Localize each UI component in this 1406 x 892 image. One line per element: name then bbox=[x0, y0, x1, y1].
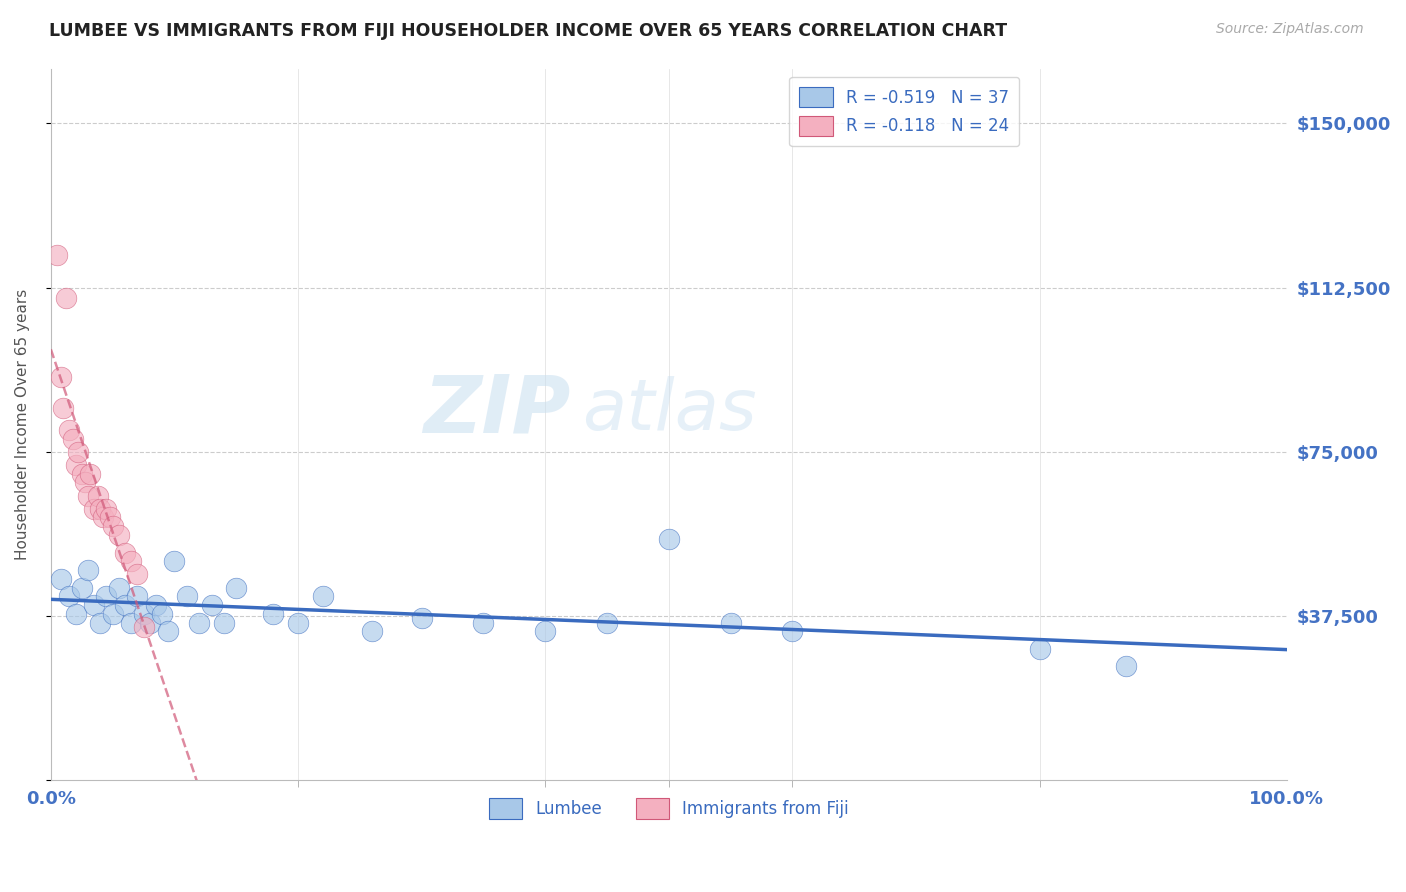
Point bbox=[127, 567, 149, 582]
Point bbox=[55, 292, 77, 306]
Point bbox=[472, 615, 495, 630]
Point bbox=[75, 475, 97, 490]
Point bbox=[145, 598, 167, 612]
Point bbox=[163, 554, 186, 568]
Point bbox=[138, 615, 160, 630]
Point bbox=[212, 615, 235, 630]
Point bbox=[127, 590, 149, 604]
Point bbox=[108, 581, 131, 595]
Point bbox=[62, 432, 84, 446]
Text: ZIP: ZIP bbox=[423, 371, 569, 450]
Point bbox=[150, 607, 173, 621]
Point bbox=[70, 467, 93, 481]
Point bbox=[287, 615, 309, 630]
Point bbox=[114, 598, 136, 612]
Point bbox=[96, 590, 118, 604]
Point bbox=[89, 501, 111, 516]
Point bbox=[262, 607, 284, 621]
Point bbox=[89, 615, 111, 630]
Point bbox=[658, 533, 681, 547]
Point bbox=[101, 519, 124, 533]
Point bbox=[70, 581, 93, 595]
Point bbox=[782, 624, 804, 639]
Point bbox=[132, 620, 155, 634]
Point bbox=[120, 554, 142, 568]
Point bbox=[596, 615, 619, 630]
Point bbox=[132, 607, 155, 621]
Point bbox=[58, 423, 80, 437]
Y-axis label: Householder Income Over 65 years: Householder Income Over 65 years bbox=[15, 289, 30, 560]
Point bbox=[108, 528, 131, 542]
Text: atlas: atlas bbox=[582, 376, 756, 445]
Point bbox=[534, 624, 557, 639]
Point bbox=[120, 615, 142, 630]
Point bbox=[200, 598, 222, 612]
Point bbox=[83, 501, 105, 516]
Point bbox=[98, 510, 121, 524]
Point bbox=[176, 590, 198, 604]
Point bbox=[83, 598, 105, 612]
Point bbox=[96, 501, 118, 516]
Point bbox=[79, 467, 101, 481]
Point bbox=[66, 444, 89, 458]
Point bbox=[49, 572, 72, 586]
Point bbox=[361, 624, 384, 639]
Point bbox=[1028, 641, 1050, 656]
Point bbox=[87, 489, 110, 503]
Text: LUMBEE VS IMMIGRANTS FROM FIJI HOUSEHOLDER INCOME OVER 65 YEARS CORRELATION CHAR: LUMBEE VS IMMIGRANTS FROM FIJI HOUSEHOLD… bbox=[49, 22, 1007, 40]
Point bbox=[312, 590, 335, 604]
Point bbox=[411, 611, 433, 625]
Point bbox=[46, 248, 69, 262]
Point bbox=[101, 607, 124, 621]
Legend: Lumbee, Immigrants from Fiji: Lumbee, Immigrants from Fiji bbox=[482, 792, 856, 825]
Point bbox=[65, 607, 87, 621]
Point bbox=[720, 615, 742, 630]
Point bbox=[77, 563, 100, 577]
Point bbox=[52, 401, 75, 415]
Point bbox=[188, 615, 211, 630]
Point bbox=[225, 581, 247, 595]
Point bbox=[157, 624, 180, 639]
Point bbox=[58, 590, 80, 604]
Point bbox=[114, 545, 136, 559]
Point bbox=[65, 458, 87, 472]
Text: Source: ZipAtlas.com: Source: ZipAtlas.com bbox=[1216, 22, 1364, 37]
Point bbox=[1115, 659, 1137, 673]
Point bbox=[77, 489, 100, 503]
Point bbox=[91, 510, 114, 524]
Point bbox=[49, 370, 72, 384]
